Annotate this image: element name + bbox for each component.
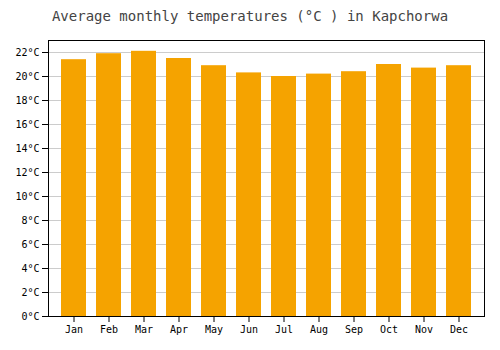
svg-text:0°C: 0°C xyxy=(21,311,39,322)
svg-text:18°C: 18°C xyxy=(15,95,39,106)
svg-text:12°C: 12°C xyxy=(15,167,39,178)
svg-text:Dec: Dec xyxy=(450,324,468,335)
svg-text:Mar: Mar xyxy=(135,324,153,335)
svg-text:Oct: Oct xyxy=(380,324,398,335)
svg-text:8°C: 8°C xyxy=(21,215,39,226)
svg-text:20°C: 20°C xyxy=(15,71,39,82)
html-text:Average monthly temperatures (: Average monthly temperatures (°C ) in Ka… xyxy=(51,8,449,24)
svg-text:Jul: Jul xyxy=(275,324,293,335)
svg-text:16°C: 16°C xyxy=(15,119,39,130)
svg-text:Apr: Apr xyxy=(170,324,188,335)
svg-text:2°C: 2°C xyxy=(21,287,39,298)
svg-text:Nov: Nov xyxy=(415,324,433,335)
svg-text:6°C: 6°C xyxy=(21,239,39,250)
svg-text:14°C: 14°C xyxy=(15,143,39,154)
svg-text:May: May xyxy=(205,324,223,335)
svg-text:4°C: 4°C xyxy=(21,263,39,274)
svg-text:Feb: Feb xyxy=(100,324,118,335)
svg-text:22°C: 22°C xyxy=(15,47,39,58)
svg-text:Jun: Jun xyxy=(240,324,258,335)
svg-text:Aug: Aug xyxy=(310,324,328,335)
svg-text:Sep: Sep xyxy=(345,324,363,335)
svg-text:Jan: Jan xyxy=(65,324,83,335)
svg-text:10°C: 10°C xyxy=(15,191,39,202)
